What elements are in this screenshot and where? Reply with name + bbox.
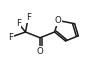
Text: O: O: [37, 47, 43, 56]
Text: F: F: [16, 19, 21, 28]
Text: F: F: [26, 13, 31, 22]
Text: F: F: [8, 33, 13, 42]
Text: O: O: [55, 16, 62, 25]
